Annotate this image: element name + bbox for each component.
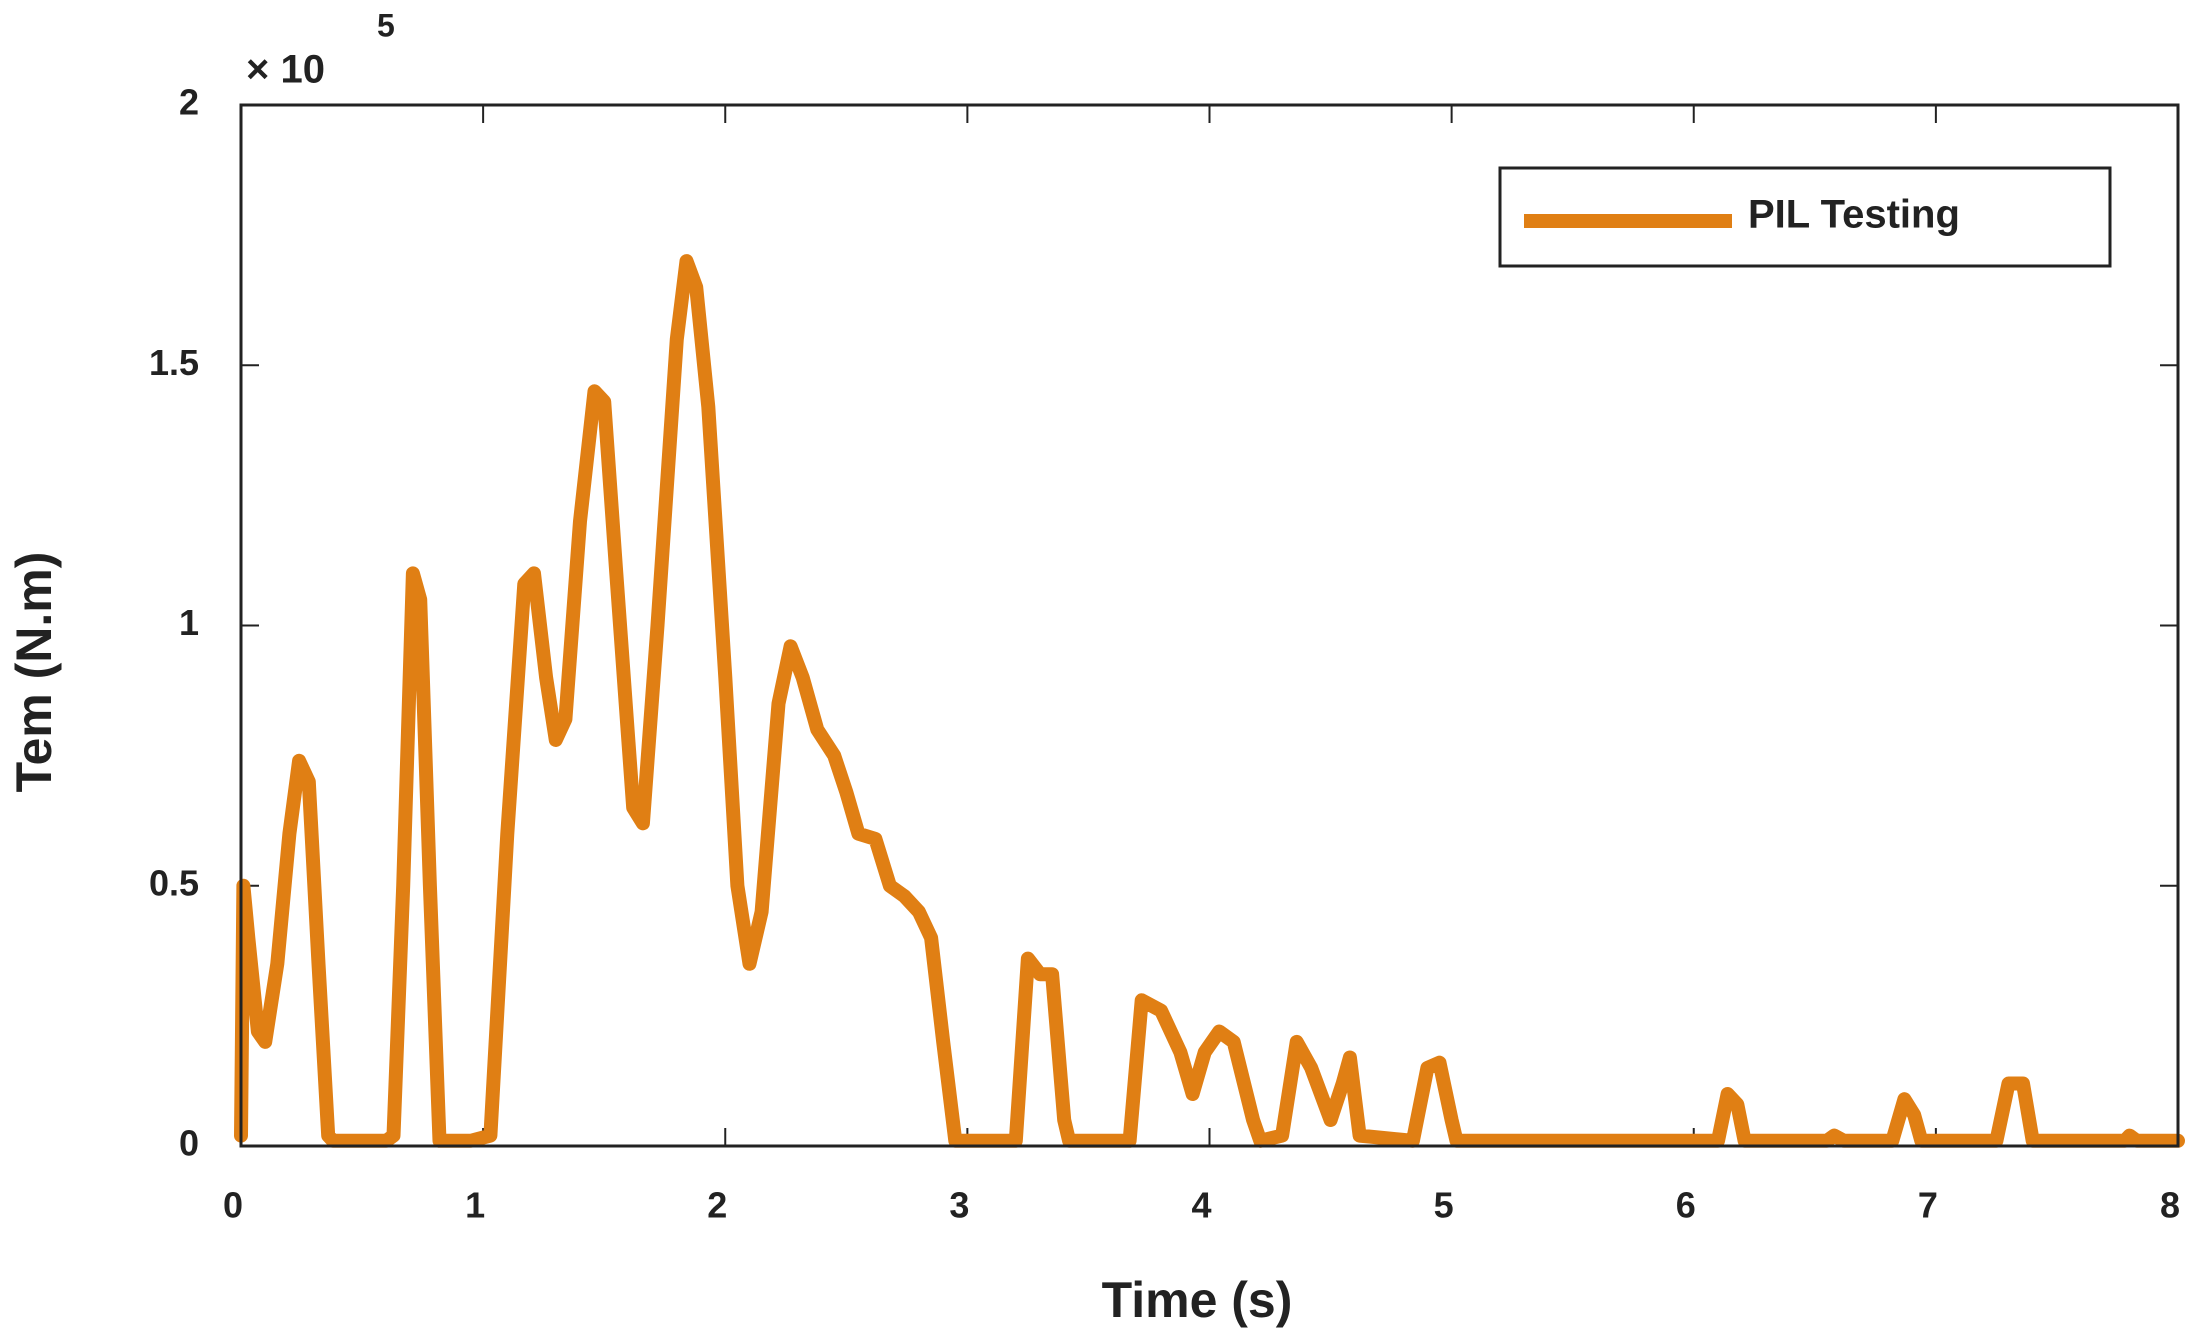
x-tick-label: 5 [1434,1185,1454,1226]
x-tick-label: 1 [465,1185,485,1226]
x-tick-label: 8 [2160,1185,2180,1226]
plot-frame [239,103,2180,1148]
x-tick-label: 2 [707,1185,727,1226]
y-tick-label: 1 [179,602,199,643]
y-multiplier-exponent: 5 [377,7,395,43]
y-tick-label: 0 [179,1123,199,1164]
x-tick-label: 4 [1191,1185,1211,1226]
y-multiplier: × 10 [246,48,325,92]
y-tick-label: 0.5 [149,862,199,903]
x-tick-label: 7 [1918,1185,1938,1226]
y-tick-label: 2 [179,82,199,123]
y-axis-label: Tem (N.m) [6,552,62,793]
x-tick-label: 0 [223,1185,243,1226]
x-tick-label: 6 [1676,1185,1696,1226]
data-line [234,254,2185,1148]
x-tick-label: 3 [949,1185,969,1226]
y-tick-label: 1.5 [149,342,199,383]
legend-label: PIL Testing [1748,193,1960,237]
x-axis-label: Time (s) [1102,1272,1293,1328]
